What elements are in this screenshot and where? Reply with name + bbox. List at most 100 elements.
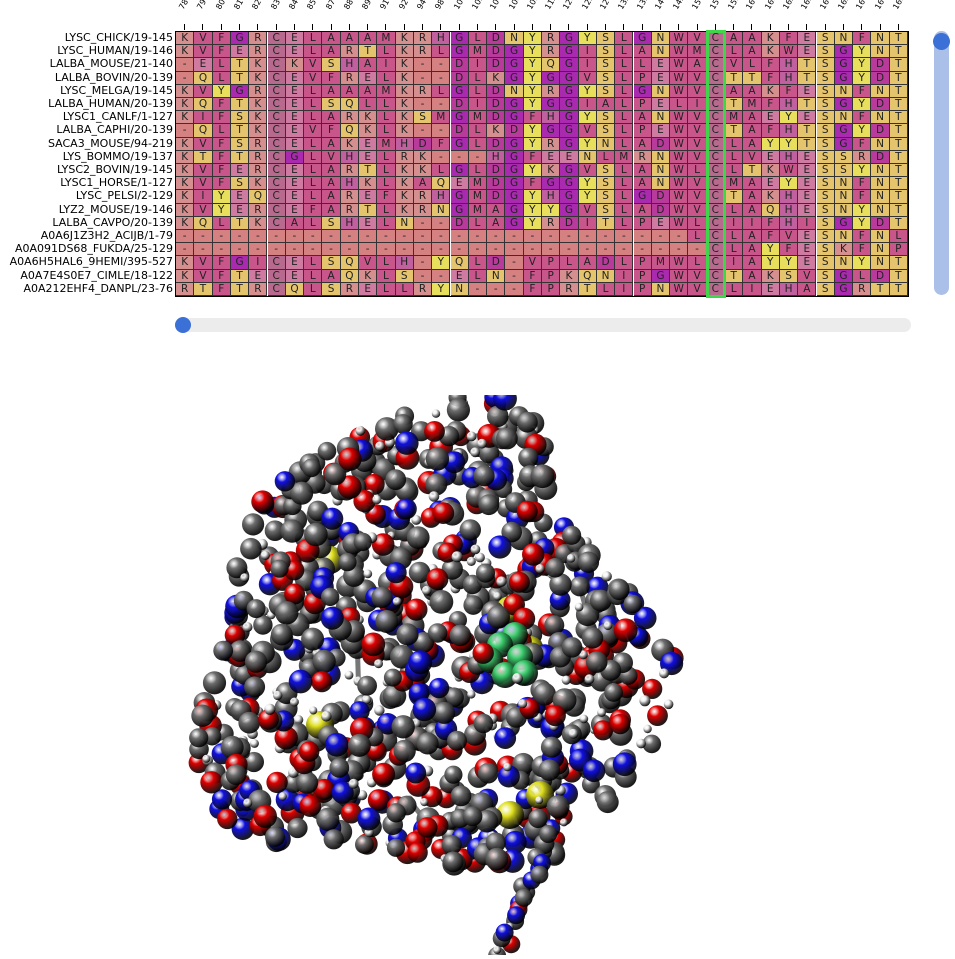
residue-cell[interactable]: K bbox=[176, 32, 195, 46]
residue-cell[interactable]: G bbox=[450, 32, 469, 46]
sequence-name[interactable]: LALBA_BOVIN/20-139 bbox=[54, 70, 173, 84]
residue-cell[interactable]: F bbox=[761, 71, 780, 85]
residue-cell[interactable]: F bbox=[761, 124, 780, 138]
residue-cell[interactable]: G bbox=[450, 84, 469, 98]
residue-cell[interactable]: - bbox=[505, 243, 524, 257]
residue-cell[interactable]: N bbox=[651, 32, 671, 46]
residue-cell[interactable]: - bbox=[432, 150, 451, 164]
residue-cell[interactable]: N bbox=[651, 177, 671, 191]
residue-cell[interactable]: L bbox=[615, 203, 634, 217]
residue-cell[interactable]: L bbox=[377, 150, 396, 164]
residue-cell[interactable]: L bbox=[377, 45, 396, 59]
residue-cell[interactable]: L bbox=[304, 282, 323, 296]
residue-cell[interactable]: T bbox=[194, 150, 213, 164]
residue-cell[interactable]: D bbox=[487, 58, 506, 72]
residue-cell[interactable]: I bbox=[194, 111, 213, 125]
residue-cell[interactable]: V bbox=[304, 124, 323, 138]
residue-cell[interactable]: T bbox=[798, 58, 817, 72]
residue-cell[interactable]: C bbox=[267, 124, 286, 138]
residue-cell[interactable]: D bbox=[487, 98, 506, 112]
residue-cell[interactable]: D bbox=[871, 269, 890, 283]
residue-cell[interactable]: A bbox=[688, 58, 707, 72]
residue-cell[interactable]: N bbox=[432, 203, 451, 217]
residue-cell[interactable]: V bbox=[688, 71, 707, 85]
residue-cell[interactable]: F bbox=[212, 282, 231, 296]
residue-cell[interactable]: R bbox=[340, 111, 359, 125]
residue-cell[interactable]: F bbox=[761, 58, 780, 72]
residue-cell[interactable]: K bbox=[395, 58, 414, 72]
residue-cell[interactable]: G bbox=[651, 269, 671, 283]
residue-cell[interactable]: S bbox=[816, 32, 835, 46]
residue-cell[interactable]: N bbox=[871, 243, 890, 257]
residue-cell[interactable]: S bbox=[322, 216, 341, 230]
residue-cell[interactable]: S bbox=[413, 111, 433, 125]
residue-cell[interactable]: G bbox=[560, 98, 579, 112]
residue-cell[interactable]: L bbox=[432, 164, 451, 178]
residue-cell[interactable]: C bbox=[706, 124, 725, 138]
residue-cell[interactable]: L bbox=[615, 111, 634, 125]
residue-cell[interactable]: I bbox=[578, 58, 597, 72]
residue-cell[interactable]: E bbox=[560, 150, 579, 164]
residue-cell[interactable]: E bbox=[359, 137, 378, 151]
residue-cell[interactable]: S bbox=[596, 45, 616, 59]
residue-cell[interactable]: I bbox=[468, 98, 488, 112]
residue-cell[interactable]: H bbox=[340, 177, 359, 191]
residue-cell[interactable]: E bbox=[798, 230, 817, 244]
residue-cell[interactable]: T bbox=[230, 124, 250, 138]
residue-cell[interactable]: R bbox=[542, 32, 561, 46]
residue-cell[interactable]: - bbox=[450, 243, 469, 257]
residue-cell[interactable]: G bbox=[505, 164, 524, 178]
residue-cell[interactable]: K bbox=[176, 84, 195, 98]
residue-cell[interactable]: - bbox=[176, 243, 195, 257]
residue-cell[interactable]: L bbox=[615, 32, 634, 46]
residue-cell[interactable]: L bbox=[377, 269, 396, 283]
residue-cell[interactable]: T bbox=[725, 269, 744, 283]
sequence-name[interactable]: A0A6J1Z3H2_ACIJB/1-79 bbox=[40, 229, 173, 242]
residue-cell[interactable]: Y bbox=[853, 256, 872, 270]
sequence-name[interactable]: LYS_BOMMO/19-137 bbox=[62, 149, 173, 163]
residue-cell[interactable]: L bbox=[688, 164, 707, 178]
residue-cell[interactable]: N bbox=[578, 150, 597, 164]
residue-cell[interactable]: H bbox=[542, 190, 561, 204]
residue-cell[interactable]: T bbox=[725, 98, 744, 112]
residue-cell[interactable]: G bbox=[505, 203, 524, 217]
residue-cell[interactable]: L bbox=[615, 164, 634, 178]
residue-cell[interactable]: D bbox=[487, 32, 506, 46]
residue-cell[interactable]: L bbox=[468, 84, 488, 98]
residue-cell[interactable]: A bbox=[743, 256, 762, 270]
residue-cell[interactable]: T bbox=[359, 203, 378, 217]
residue-cell[interactable]: F bbox=[853, 84, 872, 98]
residue-cell[interactable]: - bbox=[468, 282, 488, 296]
residue-cell[interactable]: R bbox=[542, 84, 561, 98]
residue-cell[interactable]: K bbox=[395, 98, 414, 112]
residue-cell[interactable]: M bbox=[468, 177, 488, 191]
residue-cell[interactable]: V bbox=[578, 71, 597, 85]
residue-cell[interactable]: S bbox=[816, 137, 835, 151]
residue-cell[interactable]: K bbox=[359, 269, 378, 283]
residue-cell[interactable]: E bbox=[798, 84, 817, 98]
residue-cell[interactable]: D bbox=[871, 216, 890, 230]
residue-cell[interactable]: E bbox=[285, 111, 305, 125]
residue-cell[interactable]: - bbox=[267, 243, 286, 257]
residue-cell[interactable]: Y bbox=[523, 203, 542, 217]
residue-cell[interactable]: N bbox=[871, 190, 890, 204]
residue-cell[interactable]: Y bbox=[523, 216, 542, 230]
sequence-name[interactable]: LYSC_HUMAN/19-146 bbox=[57, 44, 173, 58]
residue-cell[interactable]: K bbox=[176, 256, 195, 270]
residue-cell[interactable]: V bbox=[194, 256, 213, 270]
residue-cell[interactable]: Y bbox=[578, 84, 597, 98]
residue-cell[interactable]: - bbox=[523, 230, 542, 244]
residue-cell[interactable]: W bbox=[670, 216, 689, 230]
residue-cell[interactable]: F bbox=[304, 203, 323, 217]
residue-cell[interactable]: A bbox=[359, 84, 378, 98]
residue-cell[interactable]: L bbox=[377, 98, 396, 112]
residue-cell[interactable]: G bbox=[505, 137, 524, 151]
residue-cell[interactable]: L bbox=[615, 177, 634, 191]
residue-cell[interactable]: K bbox=[395, 84, 414, 98]
residue-cell[interactable]: N bbox=[871, 111, 890, 125]
residue-cell[interactable]: T bbox=[889, 269, 908, 283]
residue-cell[interactable]: K bbox=[176, 216, 195, 230]
residue-cell[interactable]: M bbox=[688, 45, 707, 59]
residue-cell[interactable]: - bbox=[340, 243, 359, 257]
residue-cell[interactable]: T bbox=[230, 58, 250, 72]
